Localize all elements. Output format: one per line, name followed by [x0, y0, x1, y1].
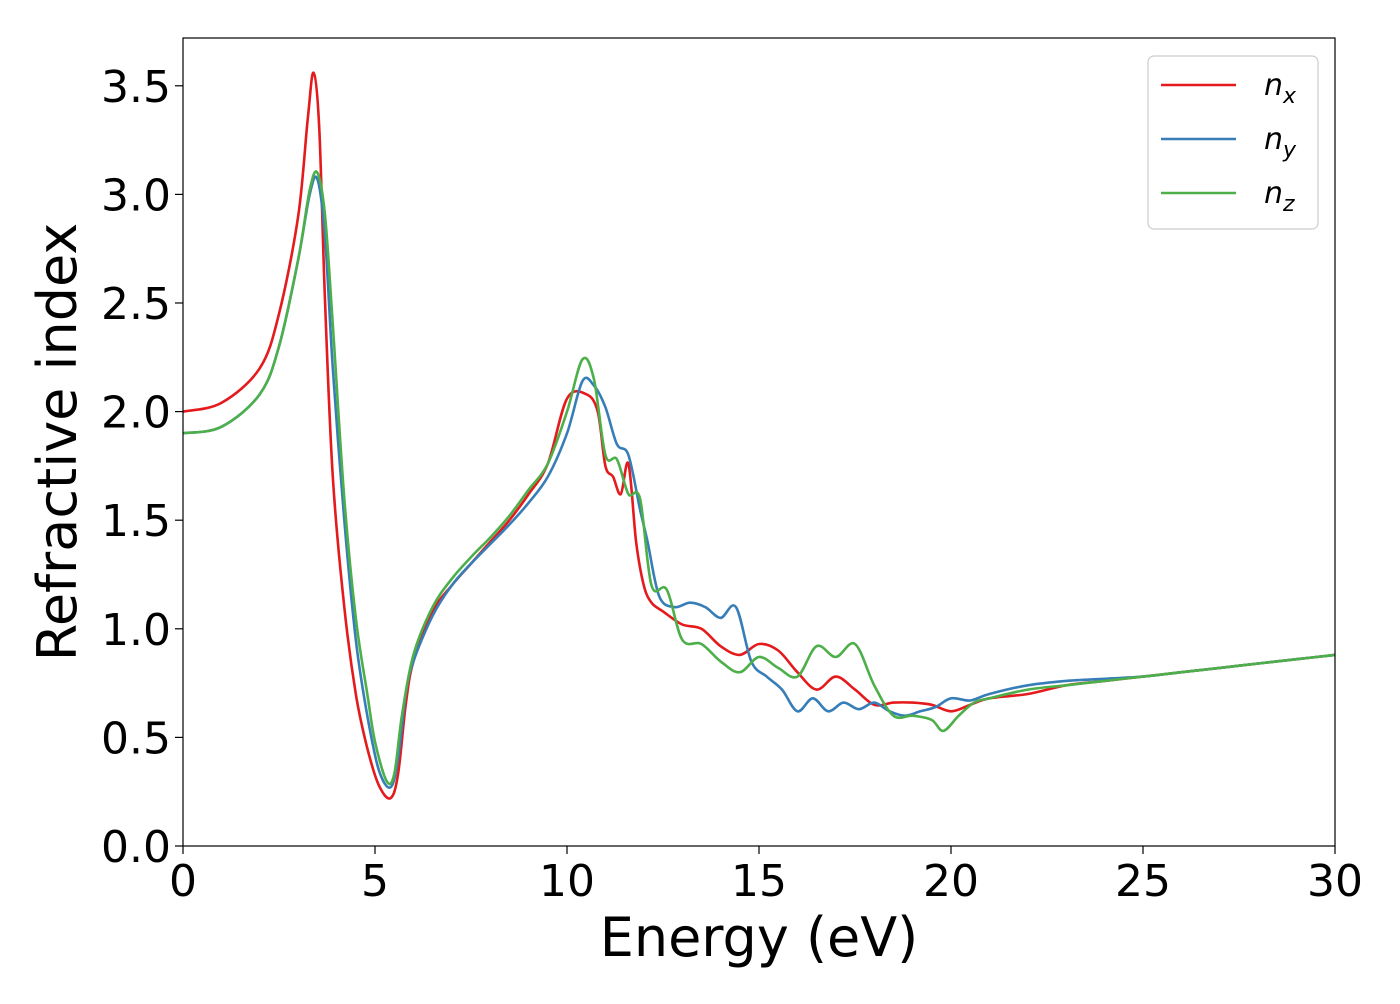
y-tick-label: 0.5 [101, 713, 171, 764]
x-tick-label: 20 [923, 856, 979, 907]
x-tick-label: 0 [169, 856, 197, 907]
y-tick-label: 1.0 [101, 605, 171, 656]
x-tick-label: 30 [1307, 856, 1363, 907]
x-axis-label: Energy (eV) [600, 906, 919, 969]
y-tick-label: 0.0 [101, 822, 171, 873]
legend-label-y: ny [1264, 122, 1297, 163]
legend-box [1147, 55, 1319, 230]
y-axis-ticks: 0.0 0.5 1.0 1.5 2.0 2.5 3.0 3.5 [101, 62, 183, 873]
x-tick-label: 15 [731, 856, 787, 907]
series-line-y [182, 175, 1336, 789]
y-axis-label: Refractive index [26, 223, 89, 662]
y-tick-label: 3.0 [101, 170, 171, 221]
series-layer [182, 71, 1336, 800]
series-line-x [182, 71, 1336, 800]
plot-background [183, 38, 1335, 846]
y-tick-label: 2.5 [101, 279, 171, 330]
x-tick-label: 25 [1115, 856, 1171, 907]
x-tick-label: 10 [539, 856, 595, 907]
x-tick-label: 5 [361, 856, 389, 907]
series-line-z [182, 170, 1336, 786]
y-tick-label: 3.5 [101, 62, 171, 113]
y-tick-label: 1.5 [101, 496, 171, 547]
x-axis-ticks: 0 5 10 15 20 25 30 [169, 846, 1363, 907]
y-tick-label: 2.0 [101, 388, 171, 439]
